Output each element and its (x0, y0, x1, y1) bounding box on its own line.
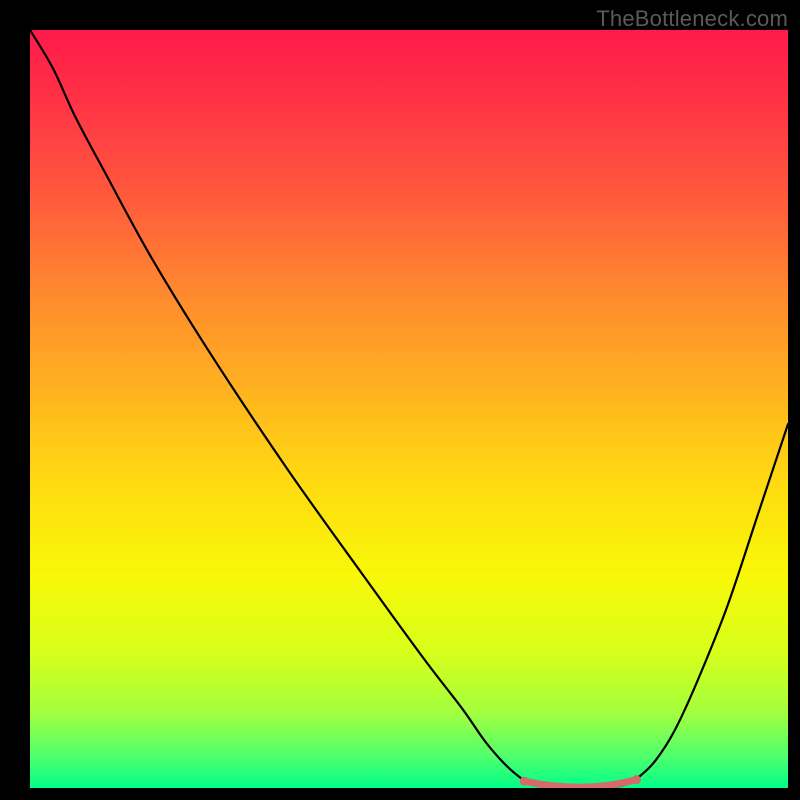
curve-chart (30, 30, 788, 788)
watermark-text: TheBottleneck.com (596, 6, 788, 32)
range-start-marker (520, 777, 529, 786)
gradient-background (30, 30, 788, 788)
plot-area (30, 30, 788, 788)
range-end-marker (632, 775, 641, 784)
